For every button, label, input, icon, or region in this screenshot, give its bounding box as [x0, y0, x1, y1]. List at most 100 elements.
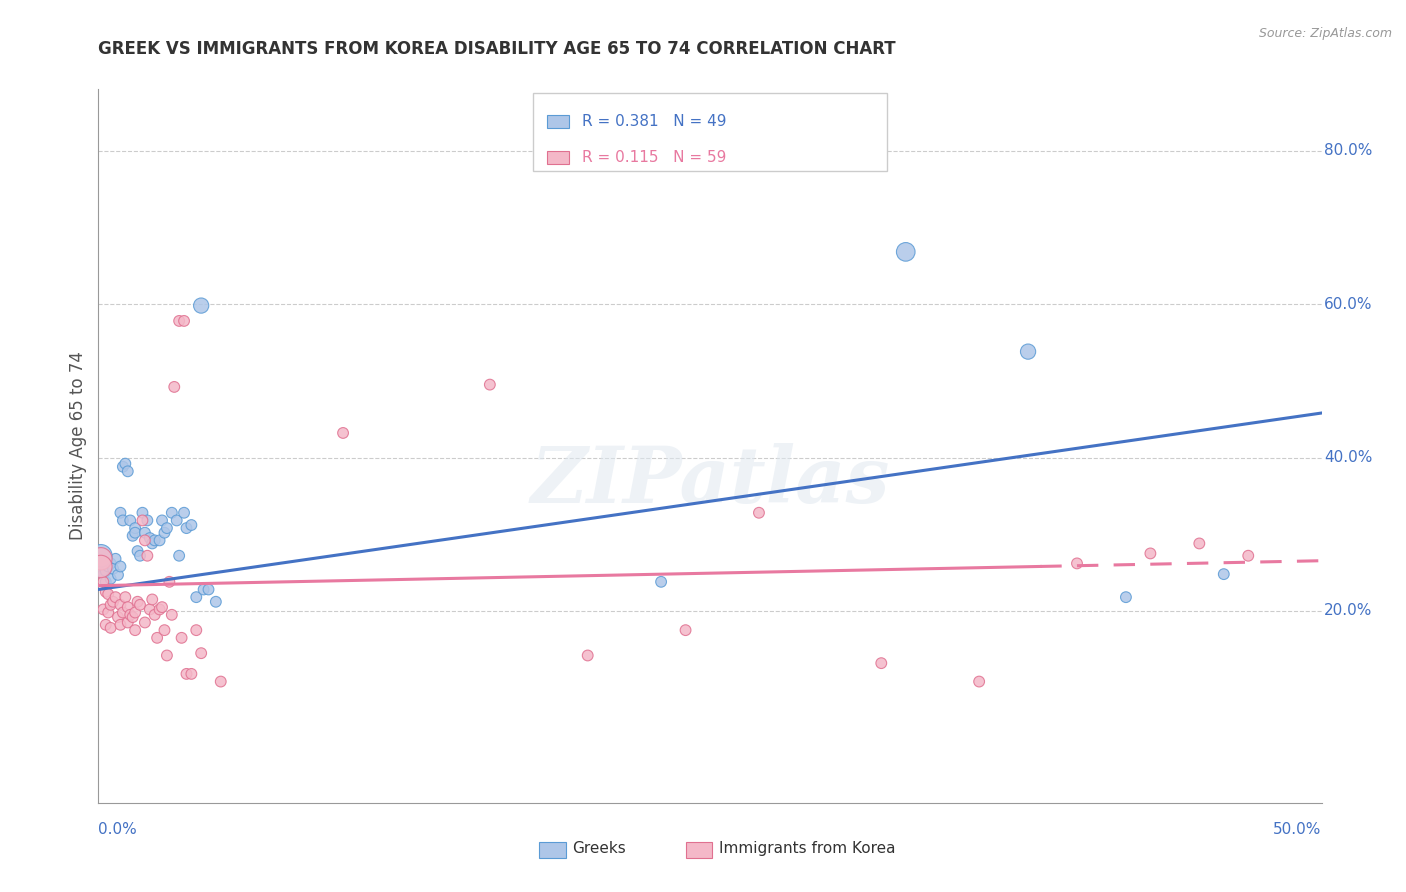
Point [100, 572, 122, 586]
Point [134, 533, 156, 548]
Text: 80.0%: 80.0% [1324, 143, 1372, 158]
Point [139, 531, 162, 545]
Point [90, 562, 112, 576]
Point [870, 656, 893, 670]
Point [100, 557, 122, 571]
Point [1115, 590, 1137, 604]
Point [114, 590, 136, 604]
Point [1188, 536, 1211, 550]
Point [124, 623, 146, 637]
Text: 40.0%: 40.0% [1324, 450, 1372, 465]
Point [139, 602, 162, 616]
Point [91, 574, 114, 589]
Point [149, 533, 172, 548]
Point [748, 506, 770, 520]
Point [160, 506, 183, 520]
Text: 50.0%: 50.0% [1274, 822, 1322, 837]
Point [121, 529, 143, 543]
Point [170, 631, 193, 645]
Point [91, 567, 114, 582]
Text: Immigrants from Korea: Immigrants from Korea [718, 841, 896, 856]
Point [111, 606, 134, 620]
Point [143, 533, 166, 548]
FancyBboxPatch shape [686, 842, 713, 858]
Point [110, 559, 132, 574]
Point [141, 536, 163, 550]
Point [134, 615, 156, 630]
Text: 60.0%: 60.0% [1324, 296, 1372, 311]
Point [163, 380, 186, 394]
Point [146, 631, 169, 645]
Text: Source: ZipAtlas.com: Source: ZipAtlas.com [1258, 27, 1392, 40]
Point [205, 595, 228, 609]
Point [127, 544, 149, 558]
Point [167, 314, 190, 328]
Point [110, 506, 132, 520]
Text: 0.0%: 0.0% [98, 822, 138, 837]
Point [136, 549, 159, 563]
Text: ZIPatlas: ZIPatlas [530, 443, 890, 520]
Point [90, 549, 112, 563]
Text: Greeks: Greeks [572, 841, 626, 856]
Point [134, 525, 156, 540]
Point [173, 506, 195, 520]
Point [110, 598, 132, 612]
Point [1017, 344, 1039, 359]
Point [124, 525, 146, 540]
Point [186, 623, 208, 637]
Point [650, 574, 672, 589]
Point [104, 590, 127, 604]
Point [107, 610, 129, 624]
Point [157, 574, 180, 589]
Point [153, 623, 176, 637]
Point [180, 518, 202, 533]
Point [190, 299, 212, 313]
Point [150, 513, 173, 527]
Point [190, 646, 212, 660]
Point [107, 568, 129, 582]
Point [129, 598, 152, 612]
Point [143, 607, 166, 622]
Point [332, 425, 354, 440]
Point [97, 606, 120, 620]
Point [186, 590, 208, 604]
Point [197, 582, 219, 597]
Point [141, 592, 163, 607]
Point [120, 513, 142, 527]
Point [150, 600, 173, 615]
FancyBboxPatch shape [538, 842, 565, 858]
Point [94, 584, 117, 599]
Point [94, 617, 117, 632]
Point [156, 648, 179, 663]
FancyBboxPatch shape [533, 93, 887, 171]
Point [1237, 549, 1260, 563]
Point [124, 521, 146, 535]
Point [121, 610, 143, 624]
Point [100, 598, 122, 612]
Point [156, 521, 179, 535]
Point [101, 595, 124, 609]
Point [166, 513, 188, 527]
Text: 20.0%: 20.0% [1324, 604, 1372, 618]
Point [149, 602, 172, 616]
Y-axis label: Disability Age 65 to 74: Disability Age 65 to 74 [69, 351, 87, 541]
Point [675, 623, 697, 637]
Point [176, 666, 198, 681]
Point [478, 377, 501, 392]
Point [160, 607, 183, 622]
Point [180, 666, 202, 681]
Point [120, 607, 142, 622]
Point [136, 513, 159, 527]
Point [94, 564, 117, 578]
Text: GREEK VS IMMIGRANTS FROM KOREA DISABILITY AGE 65 TO 74 CORRELATION CHART: GREEK VS IMMIGRANTS FROM KOREA DISABILIT… [98, 40, 896, 58]
Point [110, 617, 132, 632]
Point [90, 559, 112, 574]
Point [114, 457, 136, 471]
Point [131, 513, 153, 527]
Point [94, 574, 117, 589]
Point [131, 506, 153, 520]
Point [176, 521, 198, 535]
FancyBboxPatch shape [547, 115, 569, 128]
Point [100, 621, 122, 635]
Point [90, 551, 112, 566]
